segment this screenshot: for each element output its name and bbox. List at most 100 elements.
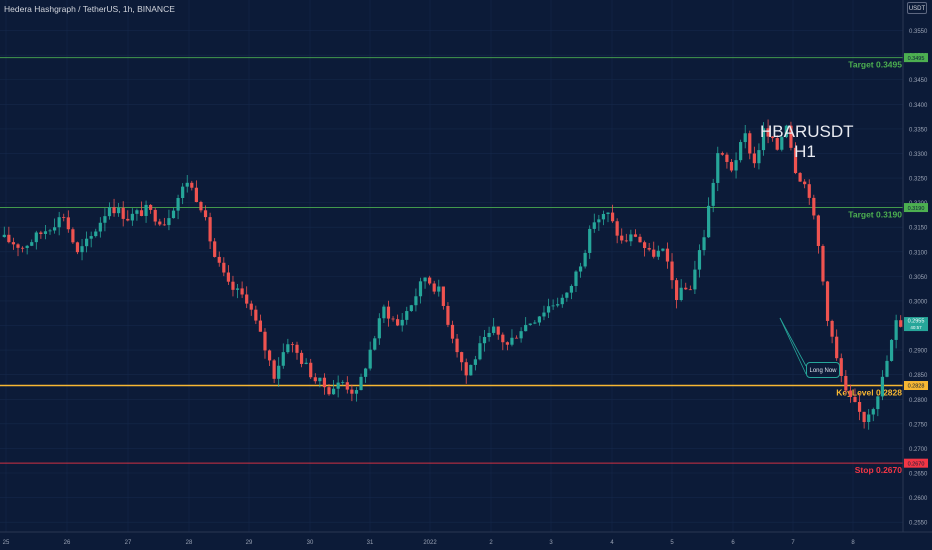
candle-body [793,147,798,174]
x-tick-label: 28 [186,540,193,546]
candle-body [752,153,756,164]
candle-body [844,375,848,391]
candle-body [441,286,445,306]
callout-pointer [779,317,807,367]
annotation-layer [779,317,807,375]
candle-body [825,281,830,321]
y-tick-label: 0.3050 [909,275,928,281]
candle-body [784,125,788,138]
level-label-target2: Target 0.3495 [848,60,902,70]
candle-body [894,320,898,340]
candle-body [743,133,747,143]
currency-badge[interactable]: USDT [907,2,927,14]
candle-body [652,249,656,257]
candle-body [876,396,880,410]
candle-body [556,304,560,306]
candle-body [560,297,564,305]
level-label-key: KeyLevel 0.2828 [836,388,902,398]
candle-body [469,364,473,376]
long-now-callout[interactable]: Long Now [806,362,840,378]
candle-body [707,205,711,238]
candle-body [144,204,148,216]
level-badge-target1 [904,203,928,213]
candle-body [162,224,166,226]
callout-pointer [779,317,807,375]
candle-body [213,241,217,257]
candle-body [496,326,500,335]
candle-body [739,142,743,161]
candle-body [702,237,706,251]
candle-body [510,337,514,345]
candle-body [126,218,130,221]
candle-body [761,128,766,151]
candle-body [295,344,299,353]
candle-body [277,365,281,379]
x-tick-label: 2 [489,540,493,546]
candle-body [107,207,112,217]
candle-body [620,235,624,241]
candle-body [299,352,304,364]
y-tick-label: 0.2650 [909,472,928,478]
candle-body [194,187,198,203]
candle-body [885,360,889,377]
candle-body [373,338,377,350]
candle-body [734,160,738,171]
candle-body [418,281,423,297]
candle-body [235,288,240,290]
candle-body [514,337,519,339]
candle-body [624,240,628,242]
y-tick-label: 0.2550 [909,521,928,527]
candle-body [368,349,372,369]
candle-body [2,234,6,238]
y-tick-label: 0.3250 [909,177,928,183]
candle-body [231,281,235,290]
candle-body [377,318,381,339]
candle-body [432,283,436,292]
candle-body [396,319,400,326]
x-tick-label: 4 [610,540,614,546]
candle-body [807,184,811,198]
candle-body [428,277,432,284]
candle-body [780,137,784,150]
candle-body [62,217,66,218]
y-tick-label: 0.3300 [909,152,928,158]
candle-body [519,331,523,339]
candle-body [258,320,263,332]
candle-body [524,324,528,332]
y-tick-label: 0.3350 [909,127,928,133]
candle-body [830,320,834,337]
candle-body [181,186,185,199]
candle-body [528,323,532,325]
candle-body [693,269,697,290]
candle-body [798,173,802,182]
candle-body [880,376,885,397]
candle-body [263,331,267,351]
candle-body [862,411,866,423]
candle-body [537,316,541,323]
candle-body [757,150,761,164]
candle-body [711,182,715,206]
candle-body [592,222,596,229]
candle-body [606,212,610,215]
candle-body [889,339,894,361]
candle-body [304,362,308,364]
candle-body [633,234,638,237]
level-badge-text-target1: 0.3190 [908,206,925,212]
candle-body [331,388,336,395]
y-tick-label: 0.3150 [909,226,928,232]
candle-body [450,324,455,339]
candle-body [533,322,537,324]
candle-body [583,252,587,267]
candle-body [821,245,825,282]
candle-body [135,210,139,214]
candle-body [423,277,427,282]
candle-body [464,362,468,376]
candle-body [254,309,258,321]
candle-body [391,318,395,320]
candle-body [153,209,157,222]
x-tick-label: 31 [367,540,374,546]
candle-body [336,382,340,389]
